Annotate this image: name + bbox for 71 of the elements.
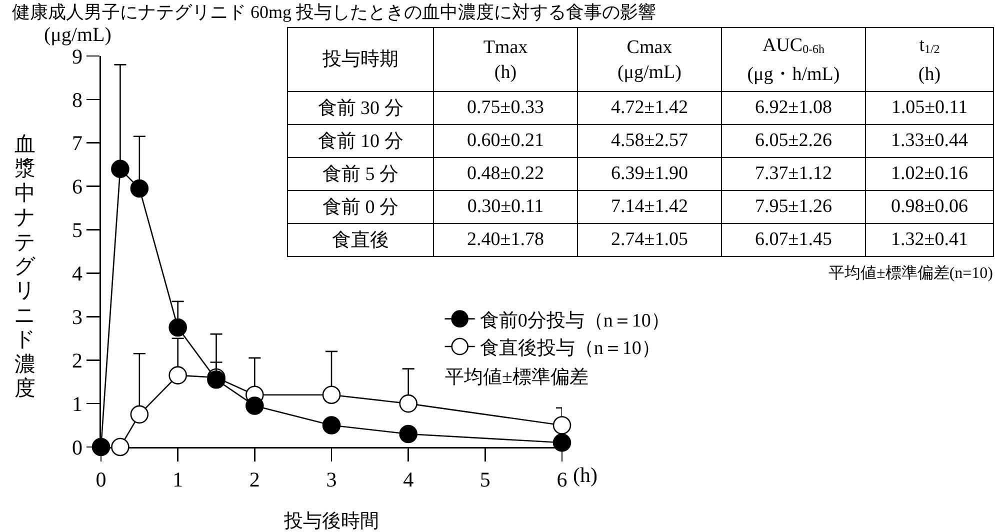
text: 2.40±1.78	[467, 229, 544, 250]
text: 平均値±標準偏差(n=10)	[828, 264, 993, 284]
point	[168, 318, 187, 337]
text: 1.05±0.11	[891, 97, 968, 118]
category-label: 食前 0 分	[322, 197, 398, 218]
point	[130, 179, 149, 198]
text: 7.95±1.26	[755, 196, 832, 217]
category-label: t$_{1/2}$ (h)	[866, 28, 994, 92]
point	[168, 366, 187, 384]
x-tick-label: 4	[403, 468, 414, 492]
x-tick-label: 3	[326, 468, 337, 492]
point	[399, 424, 418, 444]
text: 6.07±1.45	[755, 229, 832, 250]
point	[552, 416, 572, 434]
y-tick-label: 1	[72, 392, 82, 416]
y-tick-label: 2	[72, 348, 82, 372]
point	[130, 405, 149, 424]
point	[207, 370, 226, 389]
category-label: 食前 30 分	[318, 98, 404, 119]
text: 0.60±0.21	[467, 130, 544, 151]
y-tick-label: 3	[72, 305, 82, 330]
y-tick-label: 6	[72, 174, 82, 199]
x-tick-label: 0	[96, 468, 106, 492]
point	[399, 394, 418, 413]
category-label: Tmax (h)	[434, 28, 578, 92]
category-label: 食前 5 分	[322, 164, 398, 185]
text: 6.05±2.26	[755, 130, 832, 151]
y-tick-label: 9	[72, 44, 82, 68]
point	[322, 416, 341, 434]
y-tick-label: 4	[72, 262, 83, 286]
x-tick-label: 1	[172, 468, 184, 492]
y-tick-label: 7	[72, 131, 82, 156]
text: 血漿中ナテグリニド濃度	[14, 132, 36, 400]
text: 2.74±1.05	[611, 229, 688, 250]
point	[111, 438, 130, 456]
text: 1.33±0.44	[891, 130, 968, 151]
category-label: 食前 10 分	[318, 131, 404, 152]
text: (h)	[573, 463, 598, 487]
annotation: 平均値±標準偏差	[445, 367, 588, 388]
y-tick-label: 8	[72, 88, 82, 112]
y-tick-label: 5	[72, 218, 82, 242]
category-label: AUC$_{0-6h}$ (μg・h/mL)	[722, 28, 866, 92]
point	[111, 160, 130, 178]
point	[92, 438, 110, 456]
point	[246, 396, 264, 415]
text: 7.14±1.42	[611, 196, 688, 217]
legend-label: 食前0分投与（n＝10）	[480, 310, 670, 332]
y-tick-label: 0	[72, 435, 82, 460]
point	[322, 386, 341, 404]
x-tick-label: 6	[556, 468, 568, 492]
text: 0.30±0.11	[467, 196, 544, 217]
point	[552, 434, 572, 452]
text: 1.32±0.41	[891, 229, 968, 250]
text: 0.48±0.22	[467, 163, 544, 184]
text: 6.92±1.08	[755, 97, 832, 118]
chart-title: 健康成人男子にナテグリニド 60mg 投与したときの血中濃度に対する食事の影響	[12, 2, 656, 22]
category-label: 食直後	[332, 230, 389, 251]
text: 4.72±1.42	[611, 97, 688, 118]
category-label: 投与時期	[288, 28, 434, 92]
text: 6.39±1.90	[611, 163, 688, 184]
text: (μg/mL)	[44, 24, 112, 46]
text: 0.98±0.06	[891, 196, 968, 217]
x-tick-label: 5	[480, 468, 490, 492]
text: 0.75±0.33	[467, 97, 544, 118]
text: 4.58±2.57	[611, 130, 688, 151]
text: 7.37±1.12	[755, 163, 832, 184]
category-label: Cmax (μg/mL)	[578, 28, 722, 92]
x-tick-label: 2	[249, 468, 260, 492]
x-axis-title: 投与後時間	[283, 511, 379, 532]
legend-label: 食直後投与（n＝10）	[480, 338, 660, 359]
text: 1.02±0.16	[891, 163, 968, 184]
